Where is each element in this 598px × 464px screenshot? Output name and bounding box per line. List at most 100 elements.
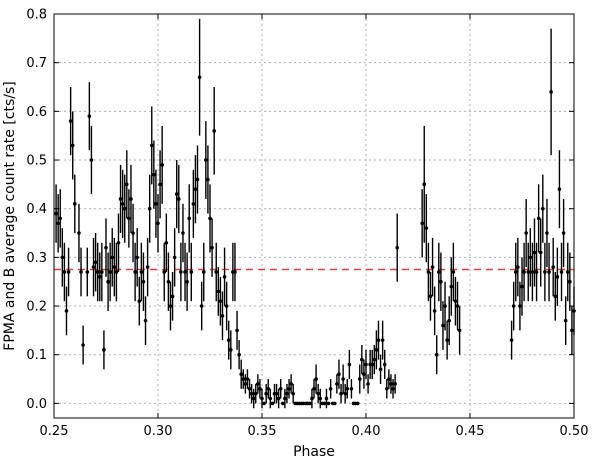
data-point — [145, 265, 150, 269]
data-point — [380, 338, 385, 342]
data-point — [100, 270, 104, 274]
data-point — [393, 382, 397, 386]
data-point — [222, 275, 227, 279]
data-point — [256, 382, 260, 386]
data-point — [210, 245, 214, 250]
data-point — [114, 270, 119, 274]
data-point — [312, 386, 316, 391]
data-point — [347, 362, 352, 367]
data-point — [189, 270, 194, 274]
y-tick-label: 0.0 — [26, 397, 47, 412]
data-point — [453, 299, 458, 303]
data-point — [424, 226, 429, 230]
data-point — [170, 294, 175, 299]
data-point — [195, 177, 200, 182]
y-tick-label: 0.5 — [26, 154, 47, 169]
data-point — [166, 279, 171, 284]
data-point — [141, 279, 146, 284]
data-point — [289, 382, 293, 386]
data-point — [108, 270, 112, 274]
data-point — [127, 216, 131, 221]
data-point — [349, 386, 354, 391]
data-point — [181, 231, 185, 235]
data-point — [133, 270, 137, 274]
data-point — [374, 348, 379, 352]
data-point — [85, 270, 90, 274]
data-point — [91, 265, 96, 269]
data-point — [563, 318, 568, 323]
y-tick-label: 0.3 — [26, 251, 47, 266]
x-axis-label: Phase — [293, 444, 335, 460]
data-point — [177, 197, 181, 201]
data-point — [337, 372, 341, 376]
data-point — [437, 270, 441, 274]
data-point — [239, 372, 243, 376]
plot-frame — [53, 13, 575, 419]
data-point — [154, 202, 158, 206]
data-point — [70, 143, 75, 148]
data-point — [428, 294, 433, 299]
data-point — [357, 377, 362, 381]
data-point — [270, 401, 275, 406]
data-point — [93, 260, 98, 265]
data-point — [430, 265, 435, 269]
data-point — [220, 313, 225, 318]
data-point — [183, 270, 187, 274]
data-point — [206, 177, 210, 182]
data-point — [516, 265, 520, 269]
data-point — [156, 221, 160, 226]
data-point — [58, 216, 63, 221]
data-point — [536, 216, 541, 221]
data-point — [187, 216, 191, 221]
y-tick-label: 0.8 — [26, 8, 47, 23]
y-tick-label: 0.1 — [26, 348, 47, 363]
data-point — [526, 270, 531, 274]
data-point — [557, 187, 562, 192]
data-point — [385, 386, 389, 391]
data-point — [147, 206, 152, 211]
data-point — [266, 386, 271, 391]
data-point — [520, 284, 524, 289]
data-point — [247, 386, 252, 391]
x-tick-label: 0.45 — [456, 424, 485, 439]
data-point — [333, 401, 337, 406]
data-point — [160, 163, 164, 167]
data-point — [422, 182, 427, 187]
data-point — [364, 362, 368, 367]
data-point — [378, 367, 383, 372]
data-point — [233, 270, 237, 274]
data-point — [106, 279, 110, 284]
y-axis-label: FPMA and B average count rate [cts/s] — [2, 81, 18, 350]
data-point — [73, 202, 77, 206]
data-point — [291, 391, 296, 396]
data-point — [112, 265, 117, 269]
data-point — [343, 391, 348, 396]
data-point — [538, 250, 543, 255]
data-point — [243, 382, 248, 386]
data-point — [345, 386, 350, 391]
data-point — [197, 75, 202, 80]
data-point — [509, 338, 514, 342]
data-point — [366, 382, 370, 386]
data-point — [420, 221, 424, 226]
data-point — [152, 172, 156, 177]
data-point — [524, 231, 528, 235]
data-point — [162, 270, 167, 274]
data-point — [310, 396, 314, 401]
data-point — [518, 304, 522, 308]
data-point — [68, 119, 73, 123]
data-point — [434, 352, 439, 357]
data-point — [559, 270, 564, 274]
data-point — [122, 206, 127, 211]
data-point — [135, 255, 139, 260]
data-point — [443, 304, 447, 308]
data-point — [81, 343, 85, 347]
data-point — [137, 299, 142, 303]
data-point — [174, 192, 179, 196]
data-point — [258, 386, 262, 391]
data-point — [389, 382, 393, 386]
data-point — [570, 328, 574, 333]
data-point — [179, 270, 183, 274]
x-tick-label: 0.25 — [40, 424, 69, 439]
